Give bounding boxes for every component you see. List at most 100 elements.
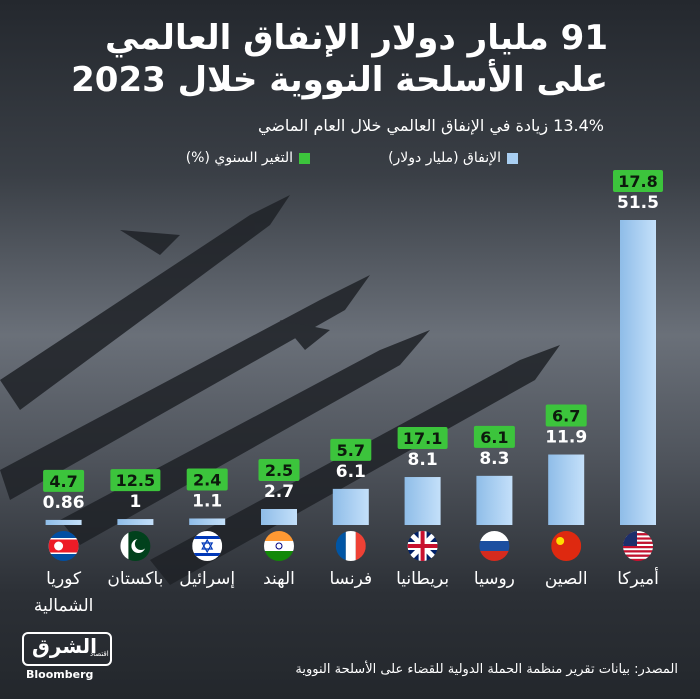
flag-part [623,537,653,540]
bar [189,518,226,525]
subtitle: 13.4% زيادة في الإنفاق العالمي خلال العا… [257,116,604,135]
flag-part [551,531,582,561]
category-label: بريطانيا [396,569,450,589]
change-box [330,438,372,461]
value-label: 1 [129,492,141,512]
flag [192,531,223,561]
flag-part [623,535,653,538]
change-label: 17.8 [618,172,657,191]
value-label: 8.3 [479,449,509,469]
change-label: 17.1 [403,429,442,448]
bar [476,475,513,525]
bar [117,519,154,525]
bar [404,477,441,525]
flag-part [623,539,653,542]
logo-name: الشرق [32,634,98,658]
value-label: 6.1 [336,462,366,482]
category-label: روسيا [473,569,515,589]
flag-part [192,553,223,556]
change-box [110,469,161,492]
flag-part [192,531,223,561]
flag-part [345,531,356,561]
legend-swatch [507,152,518,164]
legend-item: الإنفاق (مليار دولار) [388,150,518,166]
flag-part [479,531,510,541]
change-label: 5.7 [337,441,365,460]
flag-part [355,531,366,561]
title-line: على الأسلحة النووية خلال 2023 [71,60,608,100]
category-label: إسرائيل [179,569,236,589]
flag [479,531,510,561]
flag-part [623,548,653,551]
legend-label: الإنفاق (مليار دولار) [388,150,501,166]
bar [548,454,585,525]
value-label: 51.5 [617,193,659,213]
change-label: 2.4 [193,470,221,489]
flag [623,531,653,561]
category-label: الهند [263,569,295,589]
flag [335,531,366,561]
category-label: كوريا الشمالية [33,569,94,616]
change-label: 6.1 [480,428,508,447]
logo-frame [22,632,112,666]
flag-part [623,533,653,536]
value-label: 2.7 [264,482,294,502]
flag-part [623,546,653,549]
flag-part [335,531,346,561]
flag-part [623,556,653,559]
change-label: 4.7 [49,472,77,491]
flag-part [201,538,214,554]
change-box [397,427,448,450]
flag-part [623,531,653,534]
bar [261,509,297,525]
flag-part [479,541,510,551]
legend-label: التغير السنوي (%) [185,150,293,166]
flag-part [407,531,438,561]
logo-brand: Bloomberg [26,668,94,681]
change-box [545,404,587,427]
flag [48,531,79,561]
category-label: باكستان [107,569,164,589]
flag-part [623,552,653,555]
change-label: 12.5 [116,471,155,490]
value-label: 0.86 [43,493,85,513]
category-label: أميركا [617,569,659,589]
source: المصدر: بيانات تقرير منظمة الحملة الدولي… [295,662,678,677]
change-box [186,468,228,491]
title-line: 91 مليار دولار الإنفاق العالمي [104,18,608,58]
flag-part [623,541,653,544]
flag-part [48,539,79,553]
flag-part [275,542,283,550]
flag-part [192,536,223,539]
flag [264,531,294,561]
bar [332,488,369,525]
flag-part [623,543,653,547]
logo: الشرق اقتصاد Bloomberg [18,632,122,684]
flag-part [264,541,294,551]
bar [620,220,656,525]
change-label: 2.5 [265,461,293,480]
change-label: 6.7 [552,407,580,426]
flag-part [264,531,294,541]
category-label: فرنسا [329,569,373,589]
flag-part [120,531,129,561]
flag [407,531,438,561]
flag-part [479,551,510,561]
legend-item: التغير السنوي (%) [186,150,310,166]
change-box [258,459,300,482]
value-label: 1.1 [192,491,222,511]
flag-part [623,550,653,553]
flag-part [54,541,64,551]
flag-part [556,537,565,545]
category-label: الصين [544,569,588,589]
legend-swatch [299,152,310,164]
change-box [473,425,515,448]
missiles-background [0,195,560,585]
bar [45,519,82,525]
value-label: 8.1 [408,450,438,470]
flag-part [134,538,147,550]
flag-part [623,554,653,557]
flag-part [623,558,653,561]
